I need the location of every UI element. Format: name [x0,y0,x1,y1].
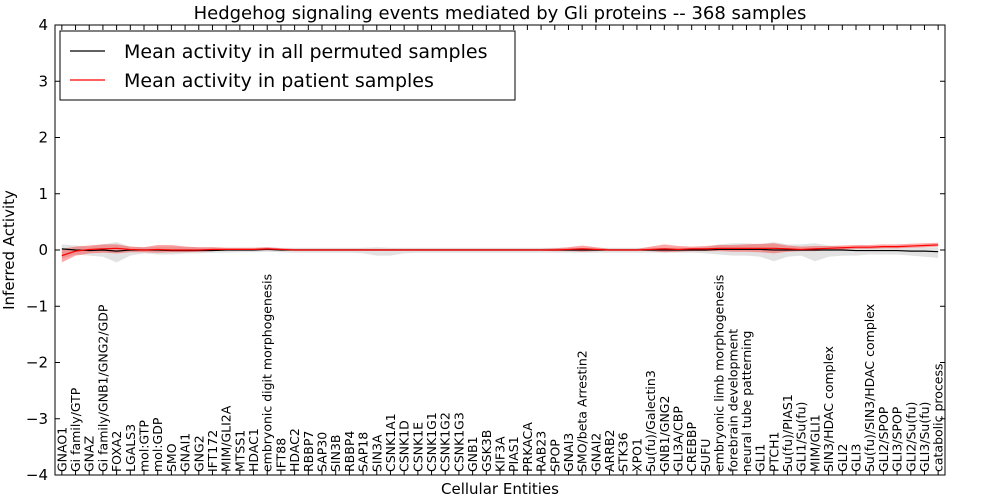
legend-box [59,30,516,101]
x-tick-label: CSNK1E [410,422,425,472]
x-tick-label: SUFU [698,439,713,472]
x-tick-label: Su(fu)/PIAS1 [780,394,795,472]
plot-area [61,242,939,263]
x-tick-label: SMO/beta Arrestin2 [575,350,590,472]
x-tick-label: GLI2/SPOP [876,406,891,472]
x-tick-label: GLI1 [753,444,768,472]
x-tick-label: GNAI3 [561,433,576,472]
x-tick-label: Gi family/GTP [68,387,83,472]
x-tick-label: mol:GDP [150,417,165,472]
y-axis-label: Inferred Activity [0,190,18,310]
x-tick-label: SMO [164,443,179,472]
x-tick-label: KIF3A [493,436,508,472]
legend-label-permuted: Mean activity in all permuted samples [124,41,487,63]
x-tick-label: IFT88 [273,438,288,472]
x-tick-label: ARRB2 [602,430,617,472]
x-tick-label: SIN3A [369,434,384,472]
x-tick-label: GLI3/Su(fu) [917,402,932,472]
x-tick-label: SIN3B [328,434,343,472]
x-tick-label: CSNK1G1 [424,412,439,472]
x-tick-label: RBBP7 [301,431,316,472]
x-tick-label: HDAC1 [246,428,261,472]
y-tick-label: −2 [26,354,48,372]
x-tick-label: XPO1 [629,438,644,472]
x-tick-label: CREBBP [684,422,699,472]
x-tick-label: CSNK1D [397,420,412,472]
x-tick-label: PRKACA [520,422,535,472]
legend-label-patient: Mean activity in patient samples [124,70,434,92]
x-tick-label: PTCH1 [766,431,781,472]
x-tick-label: SPOP [547,439,562,472]
x-tick-label: CSNK1G2 [438,412,453,472]
series-line-patient [61,244,939,257]
x-tick-label: GLI2/Su(fu) [903,402,918,472]
y-tick-label: 3 [38,72,48,90]
x-tick-label: GLI3A/CBP [671,406,686,472]
x-tick-label: GNAO1 [54,427,69,472]
x-tick-label: SAP30 [315,432,330,472]
x-tick-label: HDAC2 [287,428,302,472]
x-tick-label: GNB1 [465,436,480,472]
x-tick-label: GNAI1 [178,433,193,472]
x-axis-label: Cellular Entities [441,480,559,498]
x-tick-label: GNAI2 [588,433,603,472]
x-tick-label: neural tube patterning [739,331,754,472]
x-tick-label: GLI2 [835,444,850,472]
x-tick-label: embryonic digit morphogenesis [260,274,275,472]
x-tick-label: Su(fu)/SIN3/HDAC complex [862,304,877,472]
x-tick-label: STK36 [616,432,631,472]
x-tick-label: GNAZ [82,436,97,472]
x-tick-label: MIM/GLI1 [807,414,822,472]
band-permuted [61,242,939,263]
x-tick-label: Su(fu)/Galectin3 [643,370,658,472]
x-tick-label: FOXA2 [109,431,124,472]
x-tick-label: RAB23 [534,431,549,472]
y-axis-ticks: 4 3 2 1 0 −1 −2 −3 −4 [26,16,945,484]
y-tick-label: 1 [38,185,48,203]
x-tick-label: CSNK1G3 [451,412,466,472]
x-tick-label: LGALS3 [123,424,138,472]
x-tick-label: GNG2 [191,435,206,472]
y-tick-label: 0 [38,241,48,259]
y-tick-label: −3 [26,410,48,428]
y-tick-label: 4 [38,16,48,34]
x-tick-label: GSK3B [479,430,494,472]
x-tick-label: mol:GTP [137,420,152,472]
x-tick-label: Gi family/GNB1/GNG2/GDP [95,304,110,472]
x-tick-label: MTSS1 [232,430,247,472]
x-tick-label: GLI1/Su(fu) [794,402,809,472]
x-tick-label: GLI3 [849,444,864,472]
x-tick-label: GNB1/GNG2 [657,396,672,472]
y-tick-label: 2 [38,129,48,147]
x-tick-label: forebrain development [725,329,740,472]
x-tick-label: IFT172 [205,430,220,472]
x-tick-label: SAP18 [356,432,371,472]
x-tick-label: PIAS1 [506,436,521,472]
y-tick-label: −4 [26,466,48,484]
y-tick-label: −1 [26,297,48,315]
x-tick-label: SIN3/HDAC complex [821,346,836,472]
x-tick-label: embryonic limb morphogenesis [712,275,727,472]
x-tick-label: GLI3/SPOP [890,406,905,472]
chart-title: Hedgehog signaling events mediated by Gl… [194,3,807,24]
x-tick-label: RBBP4 [342,431,357,472]
legend: Mean activity in all permuted samples Me… [59,30,516,101]
band-patient [61,242,939,263]
x-tick-label: catabolic process [931,363,946,472]
x-tick-label: CSNK1A1 [383,413,398,472]
x-tick-label: MIM/GLI2A [219,405,234,472]
